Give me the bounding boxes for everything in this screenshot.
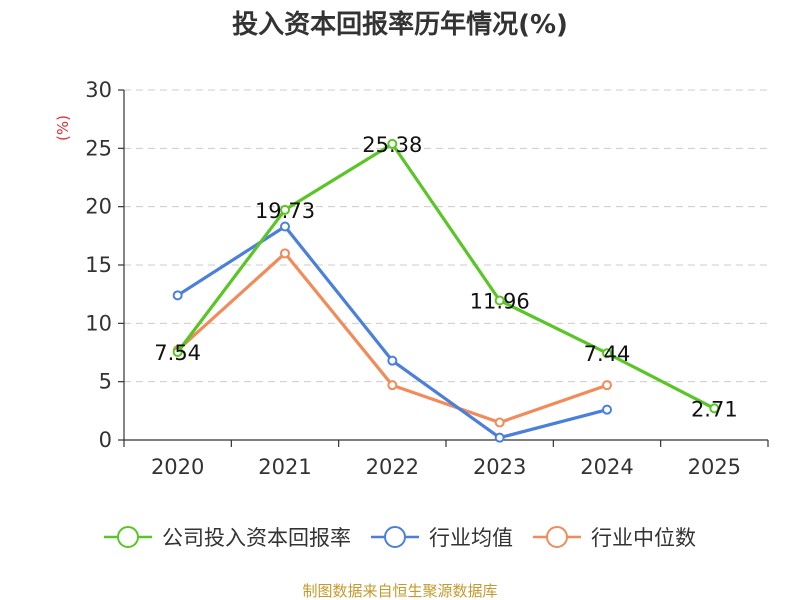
legend-label-2: 行业中位数 — [591, 526, 696, 550]
legend-label-1: 行业均值 — [429, 526, 513, 550]
source-note: 制图数据来自恒生聚源数据库 — [302, 582, 497, 600]
x-tick-label-2021: 2021 — [258, 455, 311, 479]
series-1-point-2020 — [172, 290, 183, 301]
series-0-point-2023 — [494, 295, 505, 306]
x-tick-label-2022: 2022 — [366, 455, 419, 479]
y-tick-label-20: 20 — [85, 195, 112, 219]
grid-layer — [124, 89, 768, 383]
series-0-point-2025 — [709, 403, 720, 414]
legend: 公司投入资本回报率 行业均值 行业中位数 — [104, 526, 696, 550]
data-label-2020: 7.54 — [154, 341, 201, 365]
data-label-2023: 11.96 — [470, 289, 530, 313]
series-1-point-2024 — [602, 404, 612, 415]
data-label-2024: 7.44 — [584, 342, 631, 366]
y-tick-label-10: 10 — [85, 311, 112, 335]
legend-marker-1 — [384, 526, 406, 548]
legend-item-0[interactable]: 公司投入资本回报率 — [104, 526, 351, 550]
series-2-point-2021 — [280, 248, 290, 259]
series-line-2 — [176, 251, 609, 425]
x-tick-label-2023: 2023 — [473, 455, 526, 479]
series-0-point-2020 — [172, 347, 183, 358]
chart-title: 投入资本回报率历年情况(%) — [232, 9, 568, 40]
y-tick-label-15: 15 — [85, 253, 112, 277]
series-0-point-2021 — [280, 204, 290, 215]
y-tick-label-0: 0 — [99, 428, 112, 452]
series-1-point-2023 — [494, 432, 505, 443]
data-label-2022: 25.38 — [362, 133, 422, 157]
series-2-point-2023 — [494, 417, 505, 428]
series-0-point-2022 — [387, 138, 398, 149]
legend-item-1[interactable]: 行业均值 — [371, 526, 513, 550]
x-tick-label-2024: 2024 — [580, 455, 633, 479]
series-1-point-2021 — [280, 221, 290, 232]
y-axis-unit-label: (%) — [54, 115, 72, 141]
x-tick-label-2025: 2025 — [688, 455, 741, 479]
legend-item-2[interactable]: 行业中位数 — [533, 526, 696, 550]
x-tick-label-2020: 2020 — [151, 455, 204, 479]
legend-label-0: 公司投入资本回报率 — [162, 526, 351, 550]
data-label-2021: 19.73 — [255, 199, 315, 223]
series-2-point-2022 — [387, 380, 398, 391]
data-label-2025: 2.71 — [691, 397, 738, 421]
legend-marker-2 — [546, 526, 568, 548]
y-tick-label-5: 5 — [99, 370, 112, 394]
y-tick-label-25: 25 — [85, 136, 112, 160]
series-1-point-2022 — [387, 355, 398, 366]
data-label-layer: 7.54 19.73 25.38 11.96 7.44 2.71 — [154, 133, 737, 421]
series-layer — [172, 138, 720, 443]
series-2-point-2024 — [602, 380, 612, 391]
series-line-0 — [176, 142, 716, 410]
y-tick-label-30: 30 — [85, 78, 112, 102]
series-0-point-2024 — [602, 348, 612, 359]
legend-marker-0 — [117, 526, 139, 548]
